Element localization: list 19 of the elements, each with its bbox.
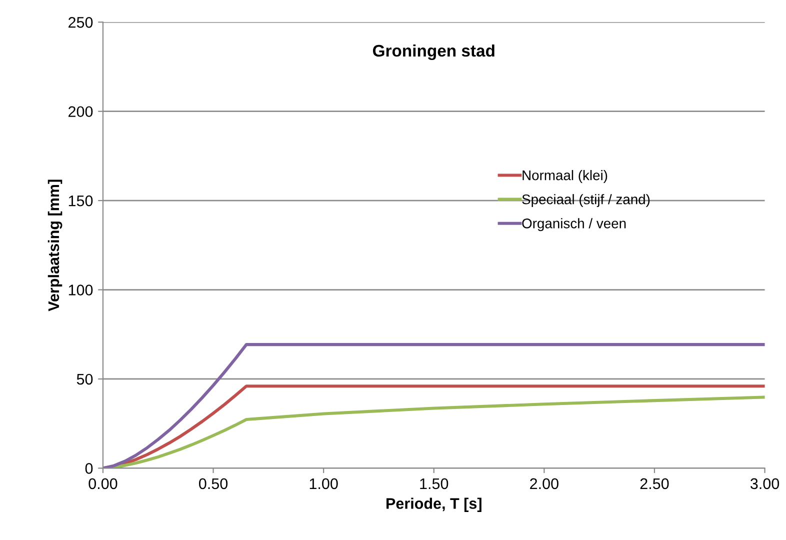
y-tick-label: 100 [68,284,93,296]
x-tick-label: 2.00 [530,478,558,490]
y-tick-label: 50 [76,374,93,385]
x-tick-label: 0.00 [88,478,118,490]
text: Groningen stad [372,44,494,60]
x-tick-label: 1.50 [420,478,448,490]
x-tick-label: 0.50 [199,478,228,490]
y-axis-title: Verplaatsing [mm] [48,180,62,312]
x-axis-title: Periode, T [s] [386,498,482,512]
x-tick-label: 3.00 [750,478,780,490]
legend-label: Normaal (klei) [522,170,608,183]
x-tick-label: 2.50 [640,478,669,490]
y-tick-label: 150 [68,195,93,206]
legend-label: Speciaal (stijf / zand) [522,194,650,208]
legend-label: Organisch / veen [522,218,626,232]
y-tick-label: 250 [68,17,93,28]
y-tick-label: 0 [85,463,93,474]
y-tick-label: 200 [68,106,93,118]
x-tick-label: 1.00 [310,478,338,490]
